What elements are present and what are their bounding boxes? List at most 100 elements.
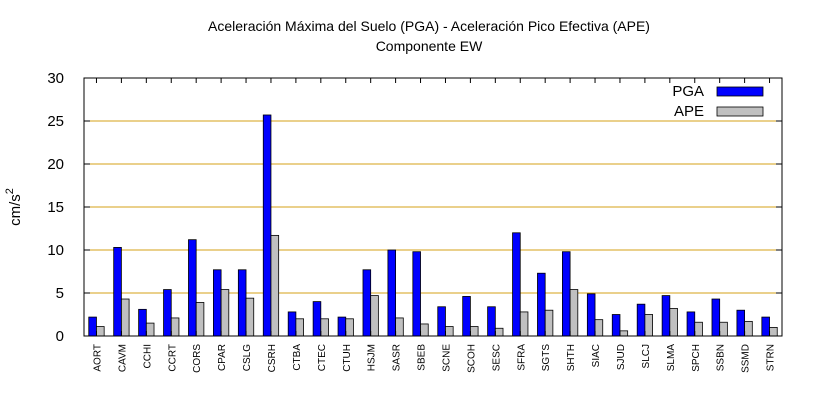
bar-ape-cors (195, 302, 205, 337)
bar-ape-ssbn (719, 321, 728, 337)
bar-pga-slma (661, 295, 671, 337)
bars (88, 114, 778, 337)
x-tick-label: CTBA (292, 344, 303, 371)
bar-pga-ssmd (736, 309, 746, 337)
y-axis-ticks: 0 5 10 15 20 25 30 (47, 70, 782, 345)
y-tick-label: 15 (47, 199, 64, 216)
bar-pga-cavm (113, 247, 122, 337)
x-tick-label: SFRA (516, 344, 527, 371)
x-tick-label: SASR (392, 344, 403, 371)
x-tick-label: STRN (766, 344, 777, 371)
bar-pga-shth (562, 251, 571, 337)
bar-pga-scoh (462, 296, 471, 337)
bar-ape-ssmd (744, 320, 753, 337)
plot-frame (83, 77, 783, 337)
x-tick-label: CTUH (342, 344, 353, 372)
bar-pga-ccrt (163, 289, 172, 337)
y-tick-label: 5 (56, 285, 64, 302)
bar-pga-csrh (262, 114, 272, 337)
legend-swatch-ape (716, 106, 764, 117)
x-tick-label: CCRT (167, 344, 178, 372)
y-axis-label-superscript: 2 (4, 188, 16, 194)
x-tick-label: SBEB (417, 344, 428, 371)
bar-ape-sbeb (420, 323, 429, 337)
bar-ape-cpar (220, 289, 230, 337)
bar-ape-aort (96, 326, 105, 337)
x-tick-label: SHTH (566, 344, 577, 371)
y-tick-label: 10 (47, 242, 64, 259)
x-tick-label: SPCH (691, 344, 702, 372)
x-tick-label: CORS (192, 344, 203, 373)
bar-ape-spch (694, 321, 703, 337)
bar-ape-sasr (395, 317, 404, 337)
bar-pga-aort (88, 316, 97, 337)
y-tick-label: 25 (47, 113, 64, 130)
bar-pga-hsjm (362, 269, 372, 337)
bar-pga-cors (188, 239, 197, 337)
bar-ape-scne (445, 326, 454, 337)
bar-ape-ctba (295, 318, 304, 337)
x-tick-label: CPAR (217, 344, 228, 371)
x-tick-label: SSMD (741, 344, 752, 373)
legend: PGA APE (672, 83, 764, 120)
legend-label-pga: PGA (672, 83, 704, 100)
bar-ape-cavm (120, 298, 130, 337)
bar-pga-cchi (138, 308, 147, 337)
y-axis-label: cm/s2 (4, 188, 24, 226)
chart-subtitle: Componente EW (376, 38, 483, 54)
bar-ape-ctuh (345, 318, 354, 337)
bar-pga-sjud (611, 314, 621, 337)
bar-pga-siac (586, 293, 596, 337)
bar-ape-sesc (494, 327, 504, 337)
grid-lines (84, 120, 782, 294)
x-tick-label: SLMA (666, 344, 677, 372)
bar-ape-slcj (644, 314, 653, 337)
x-tick-label: SESC (491, 344, 502, 371)
x-tick-label: SLCJ (641, 344, 652, 368)
legend-swatch-pga (716, 86, 764, 97)
x-tick-label: SGTS (541, 344, 552, 372)
bar-pga-cpar (213, 269, 222, 337)
x-tick-label: HSJM (367, 344, 378, 371)
svg-text:cm/s2: cm/s2 (4, 188, 24, 226)
bar-ape-cchi (145, 322, 155, 337)
bar-ape-hsjm (370, 295, 379, 337)
x-tick-label: CAVM (117, 344, 128, 372)
x-tick-label: SSBN (716, 344, 727, 371)
x-tick-label: CTEC (317, 344, 328, 371)
bar-ape-sjud (619, 330, 629, 337)
x-tick-label: SIAC (591, 344, 602, 367)
legend-label-ape: APE (674, 103, 704, 120)
y-tick-label: 20 (47, 156, 64, 173)
bar-ape-siac (594, 319, 604, 337)
x-tick-label: SJUD (616, 344, 627, 370)
x-tick-label: SCNE (441, 344, 452, 372)
bar-pga-slcj (636, 303, 646, 337)
bar-ape-slma (669, 308, 678, 337)
x-axis-ticks: AORT CAVM CCHI CCRT CORS CPAR CSLG CSRH CTBA CTEC… (92, 78, 777, 373)
bar-ape-sfra (519, 311, 529, 337)
y-tick-label: 30 (47, 70, 64, 87)
bar-pga-scne (437, 306, 446, 337)
x-tick-label: CSLG (242, 344, 253, 371)
x-tick-label: AORT (92, 344, 103, 372)
x-tick-label: CCHI (142, 344, 153, 368)
bar-pga-strn (761, 316, 770, 337)
bar-pga-ctba (287, 311, 297, 337)
bar-ape-shth (569, 289, 579, 337)
y-tick-label: 0 (56, 328, 64, 345)
bar-pga-ctec (312, 301, 322, 337)
bar-ape-strn (769, 326, 778, 337)
plot-border (83, 77, 783, 337)
y-axis-label-text: cm/s (7, 194, 24, 226)
bar-ape-ccrt (170, 317, 180, 337)
chart-title: Aceleración Máxima del Suelo (PGA) - Ace… (208, 18, 650, 34)
bar-pga-sbeb (412, 251, 421, 337)
bar-pga-ctuh (337, 316, 347, 337)
bar-pga-sfra (512, 232, 521, 337)
bar-pga-sesc (487, 306, 496, 337)
bar-ape-scoh (469, 326, 479, 337)
bar-pga-spch (686, 311, 696, 337)
bar-ape-ctec (320, 318, 329, 337)
